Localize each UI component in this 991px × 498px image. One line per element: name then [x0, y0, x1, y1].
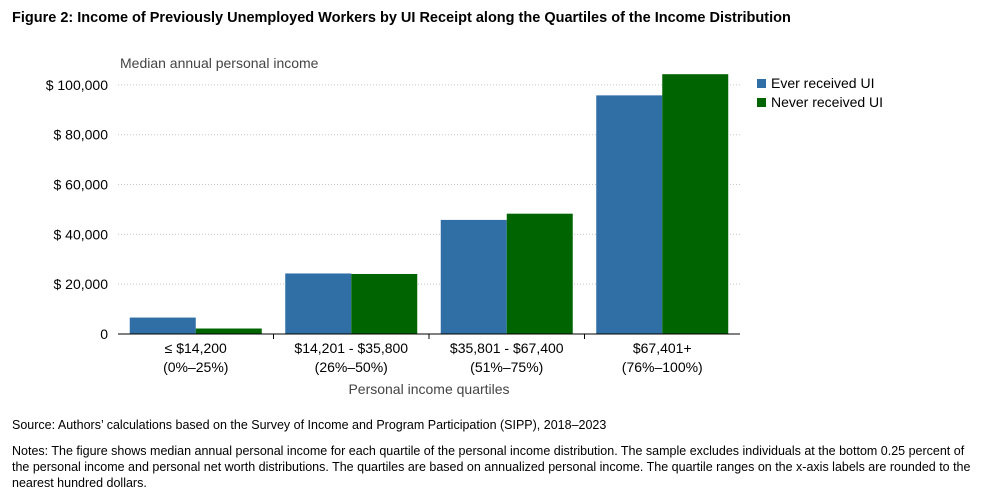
bars	[129, 74, 729, 334]
bar-never-received-ui	[662, 74, 729, 334]
y-axis-label: Median annual personal income	[120, 55, 319, 71]
legend-swatch	[757, 79, 766, 88]
bar-ever-received-ui	[285, 273, 352, 334]
y-tick-label: $ 40,000	[54, 226, 109, 242]
bar-ever-received-ui	[440, 219, 507, 334]
legend-swatch	[757, 98, 766, 107]
x-tick-label: (0%–25%)	[163, 359, 228, 375]
bar-ever-received-ui	[596, 95, 663, 334]
x-tick-label: ≤ $14,200	[165, 340, 227, 356]
figure-title: Figure 2: Income of Previously Unemploye…	[12, 10, 791, 26]
y-tick-label: $ 20,000	[54, 276, 109, 292]
legend: Ever received UI Never received UI	[757, 75, 883, 110]
bar-never-received-ui	[195, 328, 262, 334]
y-axis-ticks: 0 $ 20,000 $ 40,000 $ 60,000 $ 80,000 $ 100,0…	[46, 77, 109, 342]
y-tick-label: $ 80,000	[54, 127, 109, 143]
notes-text: Notes: The figure shows median annual pe…	[12, 444, 971, 490]
x-axis-ticks: ≤ $14,200 (0%–25%) $14,201 - $35,800 (26%–5…	[163, 340, 703, 375]
x-tick-label: (26%–50%)	[315, 359, 388, 375]
y-tick-label: $ 100,000	[46, 77, 108, 93]
x-tick-label: (51%–75%)	[470, 359, 543, 375]
x-tick-label: $67,401+	[633, 340, 692, 356]
x-tick-label: $35,801 - $67,400	[450, 340, 564, 356]
x-axis-label: Personal income quartiles	[348, 381, 509, 397]
bar-chart: Median annual personal income 0 $ 20,000 $…	[46, 55, 883, 397]
x-tick-label: $14,201 - $35,800	[294, 340, 408, 356]
y-tick-label: $ 60,000	[54, 177, 109, 193]
source-note: Source: Authors’ calculations based on t…	[12, 418, 607, 432]
bar-never-received-ui	[351, 273, 418, 334]
x-axis	[118, 333, 740, 339]
legend-label: Never received UI	[771, 94, 883, 110]
bar-ever-received-ui	[129, 317, 196, 334]
bar-never-received-ui	[506, 213, 573, 334]
legend-label: Ever received UI	[771, 75, 874, 91]
y-tick-label: 0	[100, 326, 108, 342]
x-tick-label: (76%–100%)	[622, 359, 703, 375]
